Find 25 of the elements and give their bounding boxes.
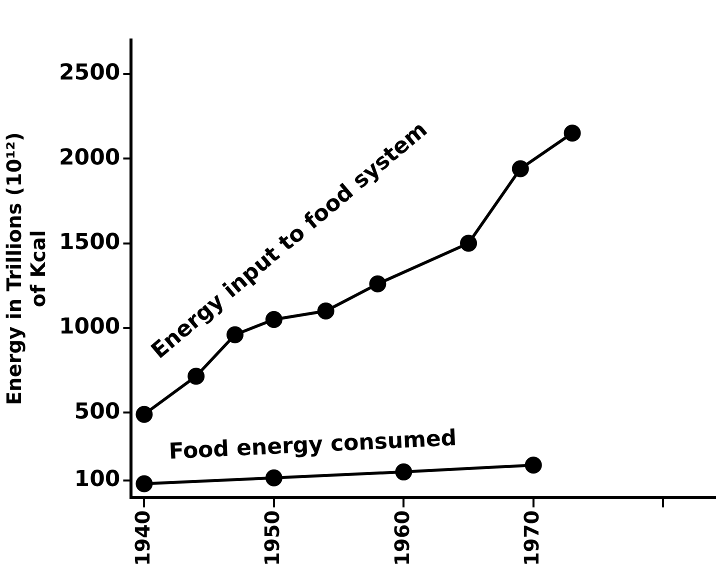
point	[136, 475, 153, 492]
y-tick-label: 1000	[58, 314, 120, 340]
series-label: Food energy consumed	[168, 426, 458, 465]
y-tick-label: 100	[74, 467, 120, 492]
point	[460, 234, 478, 252]
x-tick-label: 1950	[260, 510, 284, 566]
point	[395, 463, 412, 480]
point	[369, 275, 386, 292]
y-tick-label: 2500	[58, 60, 120, 86]
point	[265, 469, 282, 486]
x-tick-label: 1940	[130, 510, 154, 566]
y-tick-label: 2000	[58, 145, 120, 170]
x-tick-label: 1960	[390, 510, 414, 566]
point	[564, 124, 581, 142]
point	[188, 368, 205, 385]
point	[226, 326, 244, 344]
point	[524, 456, 542, 474]
point	[136, 406, 153, 423]
y-tick-label: 500	[74, 399, 120, 424]
x-tick-label: 1970	[520, 510, 544, 566]
y-axis-title: Energy in Trillions (10¹²) of Kcal	[2, 132, 50, 406]
point	[317, 302, 334, 320]
y-tick-label: 1500	[58, 230, 120, 255]
point	[265, 310, 282, 328]
point	[512, 160, 529, 178]
